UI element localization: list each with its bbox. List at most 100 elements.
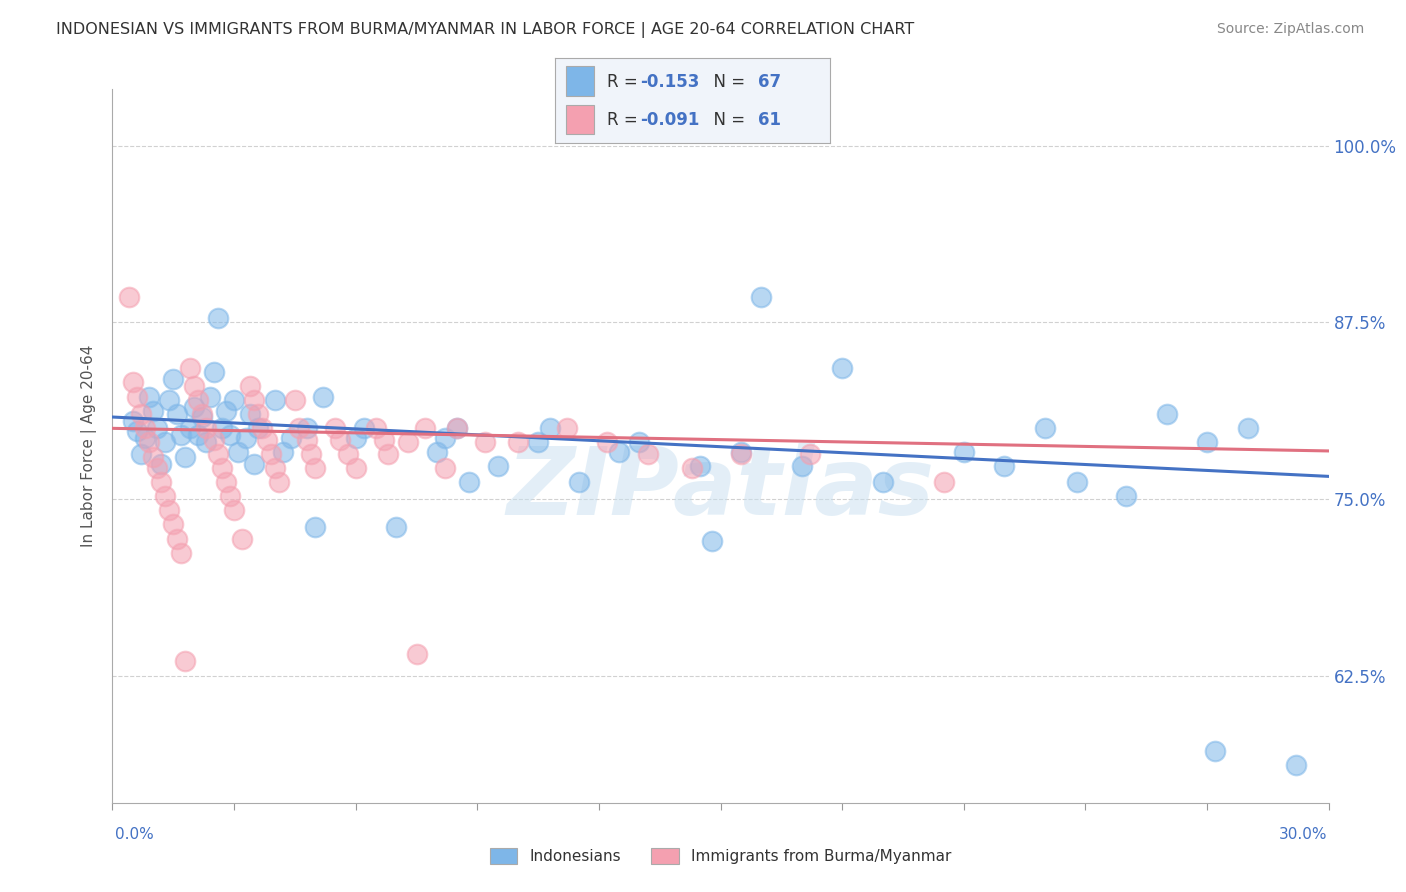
Point [790,459,813,474]
Point [259,447,281,461]
Point [207,311,229,326]
Point [474,435,496,450]
Point [312,390,335,404]
Point [749,290,772,304]
Point [607,445,630,459]
Point [198,390,221,404]
Point [170,428,193,442]
Point [219,428,242,442]
Point [953,445,976,459]
Point [681,461,703,475]
Point [153,435,176,450]
Point [215,404,238,418]
Point [179,421,201,435]
Point [243,457,266,471]
Point [328,433,350,447]
Point [162,372,184,386]
Point [446,421,468,435]
Point [295,421,318,435]
Text: 30.0%: 30.0% [1279,827,1327,841]
Point [344,461,367,475]
Text: -0.153: -0.153 [640,73,700,91]
Text: 0.0%: 0.0% [115,827,155,841]
Point [153,489,176,503]
Point [183,400,205,414]
Point [1236,421,1258,435]
Point [190,410,212,425]
Point [730,445,752,459]
Point [596,435,619,450]
Point [872,475,894,489]
Point [231,532,253,546]
Point [146,421,169,435]
Point [267,475,290,489]
Point [125,390,148,404]
Point [174,655,197,669]
Point [211,461,233,475]
Point [628,435,651,450]
Point [538,421,561,435]
Point [413,421,436,435]
Point [134,431,156,445]
Point [344,431,367,445]
Text: ZIPatlas: ZIPatlas [506,442,935,535]
Point [243,393,266,408]
Point [142,450,165,464]
Y-axis label: In Labor Force | Age 20-64: In Labor Force | Age 20-64 [80,345,97,547]
Point [426,445,449,459]
Point [637,447,659,461]
Point [1204,743,1226,757]
Point [215,475,238,489]
Point [280,431,302,445]
Point [247,407,270,421]
Point [932,475,955,489]
Point [364,421,387,435]
Point [170,546,193,560]
Point [252,421,274,435]
Bar [567,67,593,96]
Point [506,435,529,450]
Point [194,435,217,450]
Point [446,421,468,435]
Point [377,447,399,461]
Text: Source: ZipAtlas.com: Source: ZipAtlas.com [1216,22,1364,37]
Point [353,421,375,435]
Text: INDONESIAN VS IMMIGRANTS FROM BURMA/MYANMAR IN LABOR FORCE | AGE 20-64 CORRELATI: INDONESIAN VS IMMIGRANTS FROM BURMA/MYAN… [56,22,914,38]
Point [150,457,173,471]
Point [304,461,326,475]
Point [129,407,152,421]
Point [702,534,724,549]
Point [187,393,209,408]
Point [385,520,408,534]
Point [1033,421,1056,435]
Point [993,459,1015,474]
Point [202,433,225,447]
Point [118,290,141,304]
Point [183,379,205,393]
Text: N =: N = [703,111,751,128]
Point [304,520,326,534]
Point [157,503,180,517]
Text: -0.091: -0.091 [640,111,700,128]
Point [433,461,456,475]
Text: 61: 61 [758,111,782,128]
Point [1066,475,1088,489]
Point [202,365,225,379]
Point [134,421,156,435]
Point [284,393,307,408]
Point [235,431,257,445]
Point [1156,407,1178,421]
Point [150,475,173,489]
Point [299,447,322,461]
Text: 67: 67 [758,73,782,91]
Text: R =: R = [607,73,644,91]
Point [831,360,853,375]
Point [373,433,395,447]
Point [433,431,456,445]
Point [256,433,278,447]
Point [1115,489,1137,503]
Point [226,445,249,459]
Point [138,390,160,404]
Point [121,375,143,389]
Point [146,461,169,475]
